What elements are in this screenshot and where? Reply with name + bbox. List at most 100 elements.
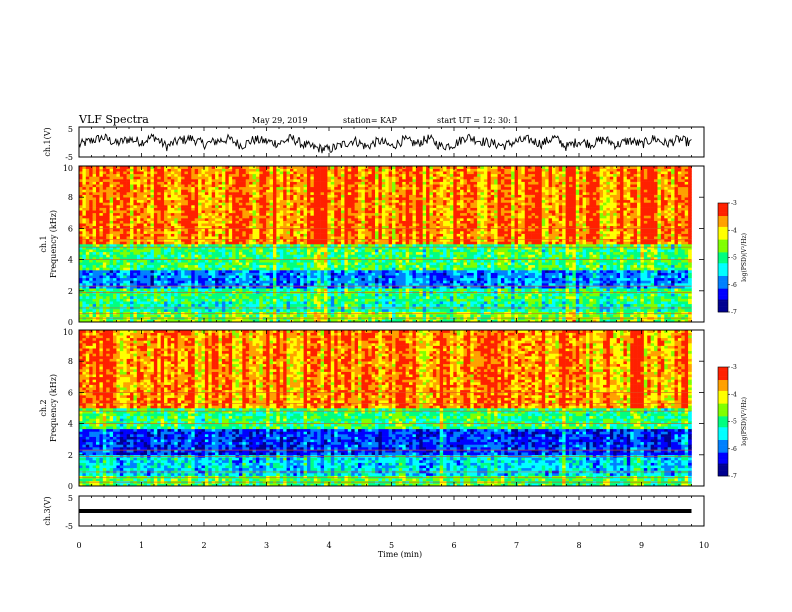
ch1s-cell [470, 293, 475, 297]
ch1s-cell [562, 280, 566, 284]
ch1s-cell [667, 275, 672, 279]
ch1s-cell [684, 283, 689, 286]
ch1s-cell [392, 272, 396, 276]
ch1s-cell [613, 259, 617, 263]
ch1s-cell [671, 257, 675, 260]
ch1s-cell [276, 267, 281, 271]
ch1s-cell [381, 270, 386, 273]
ch1s-cell [599, 303, 604, 307]
ch1s-cell [375, 257, 379, 260]
ch1s-cell [388, 311, 393, 315]
ch1s-cell [293, 272, 298, 276]
ch1s-cell [521, 293, 526, 297]
ch1s-cell [181, 293, 185, 297]
ch1s-cell [289, 301, 294, 305]
ch1s-cell [494, 275, 498, 279]
ch1s-cell [548, 262, 553, 266]
ch1s-cell [453, 303, 458, 307]
ch1s-cell [677, 275, 682, 279]
ch1s-cell [654, 319, 658, 323]
ch1s-cell [303, 270, 308, 273]
ch1s-cell [99, 301, 104, 305]
ch1s-cell [177, 319, 182, 323]
ch1s-cell [215, 301, 219, 305]
ch1s-cell [514, 272, 519, 276]
ch1s-cell [347, 311, 352, 315]
ch1s-cell [654, 275, 658, 279]
ch1s-cell [170, 272, 175, 276]
ch1s-cell [422, 259, 427, 263]
ch1s-cell [490, 303, 495, 307]
ch1s-cell [361, 254, 366, 258]
ch1s-cell [116, 264, 121, 268]
ch1s-cell [392, 319, 396, 323]
ch1s-cell [191, 303, 195, 307]
ch1s-cell [262, 251, 267, 255]
ch1s-cell [358, 280, 362, 284]
ch1s-cell [398, 301, 403, 305]
ch1s-cell [262, 301, 267, 305]
ch1s-cell [276, 275, 281, 279]
ch1s-cell [609, 293, 614, 297]
ch1s-cell [443, 319, 447, 323]
ch1s-cell [150, 298, 155, 302]
ch1s-cell [575, 285, 580, 289]
ch1s-cell [106, 301, 110, 305]
ch1s-cell [415, 272, 420, 276]
ch1s-cell [555, 270, 560, 273]
ch1s-cell [490, 254, 495, 258]
ch1s-cell [415, 288, 420, 292]
ch1s-cell [320, 272, 325, 276]
ch1s-cell [470, 280, 475, 284]
ch1s-cell [541, 257, 546, 260]
ch1s-cell [310, 311, 315, 315]
ch1s-cell [599, 296, 604, 299]
ch1s-cell [364, 262, 369, 266]
ch1s-cell [671, 319, 675, 323]
ch1s-cell [106, 314, 110, 318]
ch1s-cell [381, 296, 386, 299]
ch1s-cell [269, 309, 274, 312]
ch1s-cell [341, 280, 345, 284]
ch1s-cell [511, 285, 515, 289]
ch1s-cell [334, 288, 338, 292]
ch1s-cell [480, 314, 485, 318]
ch1s-cell [337, 314, 342, 318]
ch1s-cell [259, 270, 264, 273]
ch1s-cell [392, 251, 396, 255]
ch1s-cell [296, 254, 301, 258]
ch1s-cell [626, 275, 631, 279]
ch1s-cell [143, 314, 148, 318]
ch1s-cell [119, 309, 124, 312]
ch1s-cell [283, 254, 287, 258]
ch1s-cell [364, 303, 369, 307]
ch1s-cell [113, 262, 117, 266]
ch1s-cell [511, 280, 515, 284]
ch1s-cell [130, 283, 134, 286]
ch1s-cell [477, 293, 481, 297]
ch1s-cell [538, 285, 543, 289]
ch1s-cell [674, 283, 679, 286]
ch1s-cell [613, 296, 617, 299]
ch1s-cell [586, 262, 590, 266]
ch1s-cell [160, 277, 165, 281]
ch1s-cell [269, 254, 274, 258]
ch1s-cell [473, 309, 478, 312]
ch1s-cell [269, 298, 274, 302]
ch1s-cell [249, 301, 253, 305]
ch1s-cell [228, 296, 233, 299]
ch1s-cell [480, 301, 485, 305]
ch1s-cell [351, 283, 355, 286]
ch1s-cell [534, 254, 539, 258]
ch1s-cell [194, 270, 199, 273]
ch1s-cell [426, 319, 430, 323]
ch1s-cell [569, 298, 573, 302]
ch1s-cell [170, 296, 175, 299]
ch1s-cell [446, 280, 451, 284]
ch1s-cell [674, 251, 679, 255]
ch1s-cell [181, 296, 185, 299]
ch1s-cell [596, 309, 600, 312]
ch1s-cell [109, 311, 114, 315]
ch1s-cell [160, 285, 165, 289]
ch1s-cell [606, 257, 611, 260]
